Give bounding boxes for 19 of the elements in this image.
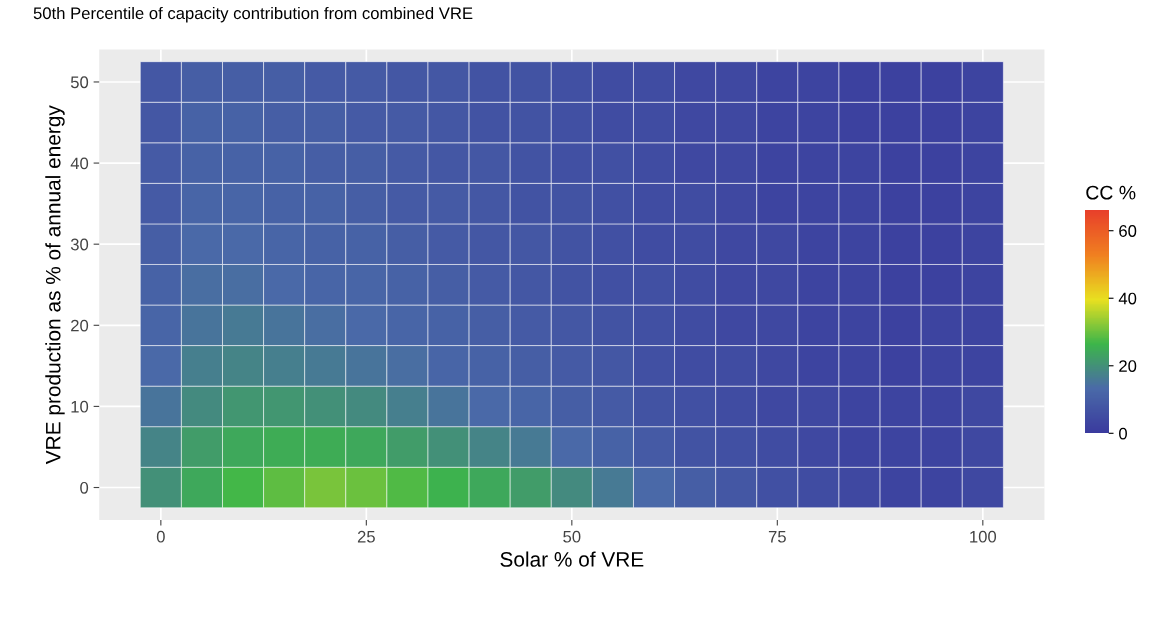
y-tick-label: 0: [80, 481, 89, 494]
y-tick-label: 40: [70, 157, 89, 170]
color-bar-label: 40: [1118, 292, 1137, 305]
x-tick-label: 0: [156, 530, 165, 543]
color-bar-label: 20: [1119, 360, 1137, 372]
x-axis-title: Solar % of VRE: [500, 551, 644, 567]
color-bar-title: CC %: [1086, 185, 1136, 200]
color-bar-label: 60: [1119, 225, 1137, 237]
y-tick-label: 30: [70, 238, 89, 251]
x-tick-label: 100: [970, 530, 997, 543]
y-tick-label: 50: [70, 76, 89, 89]
x-tick-label: 50: [563, 530, 581, 543]
x-tick-label: 25: [357, 530, 375, 543]
y-tick-label: 10: [71, 400, 89, 413]
x-tick-label: 75: [768, 530, 786, 543]
color-bar-label: 0: [1119, 427, 1127, 440]
y-tick-label: 20: [71, 319, 89, 332]
chart-title: 50th Percentile of capacity contribution from combined VRE: [33, 6, 473, 23]
y-axis-title: VRE production as % of annual energy: [45, 105, 65, 465]
